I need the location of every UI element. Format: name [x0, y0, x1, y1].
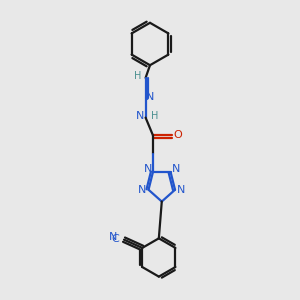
Text: N: N: [136, 111, 144, 121]
Text: N: N: [138, 185, 146, 195]
Text: N: N: [177, 185, 186, 195]
Text: N: N: [171, 164, 180, 173]
Text: O: O: [174, 130, 182, 140]
Text: N: N: [146, 92, 154, 102]
Text: N: N: [109, 232, 117, 242]
Text: H: H: [151, 111, 158, 121]
Text: N: N: [144, 164, 152, 173]
Text: H: H: [134, 71, 141, 81]
Text: C: C: [112, 234, 120, 244]
